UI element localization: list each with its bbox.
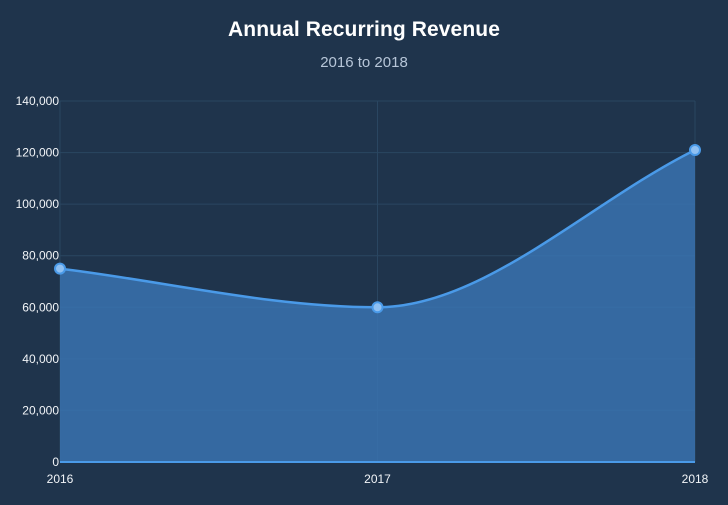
- data-point[interactable]: [689, 143, 701, 156]
- y-tick-label: 0: [52, 455, 59, 469]
- chart-title: Annual Recurring Revenue: [228, 18, 500, 41]
- x-tick-label: 2017: [364, 472, 391, 486]
- y-tick-label: 120,000: [16, 146, 60, 160]
- y-axis-ticks: 0 20,000 40,000 60,000 80,000 100,000 120,000 1…: [16, 94, 60, 469]
- data-point[interactable]: [54, 262, 66, 275]
- x-tick-label: 2016: [47, 472, 74, 486]
- y-tick-label: 140,000: [16, 94, 60, 108]
- y-tick-label: 100,000: [16, 197, 60, 211]
- y-tick-label: 40,000: [22, 352, 59, 366]
- data-markers: [54, 143, 701, 314]
- data-point[interactable]: [371, 301, 384, 314]
- y-tick-label: 20,000: [22, 403, 59, 417]
- series-area: [60, 149, 695, 462]
- x-axis-ticks: 2016 2017 2018: [47, 472, 709, 486]
- x-tick-label: 2018: [682, 472, 709, 486]
- y-tick-label: 60,000: [22, 300, 59, 314]
- chart-subtitle: 2016 to 2018: [320, 54, 408, 71]
- y-tick-label: 80,000: [22, 249, 59, 263]
